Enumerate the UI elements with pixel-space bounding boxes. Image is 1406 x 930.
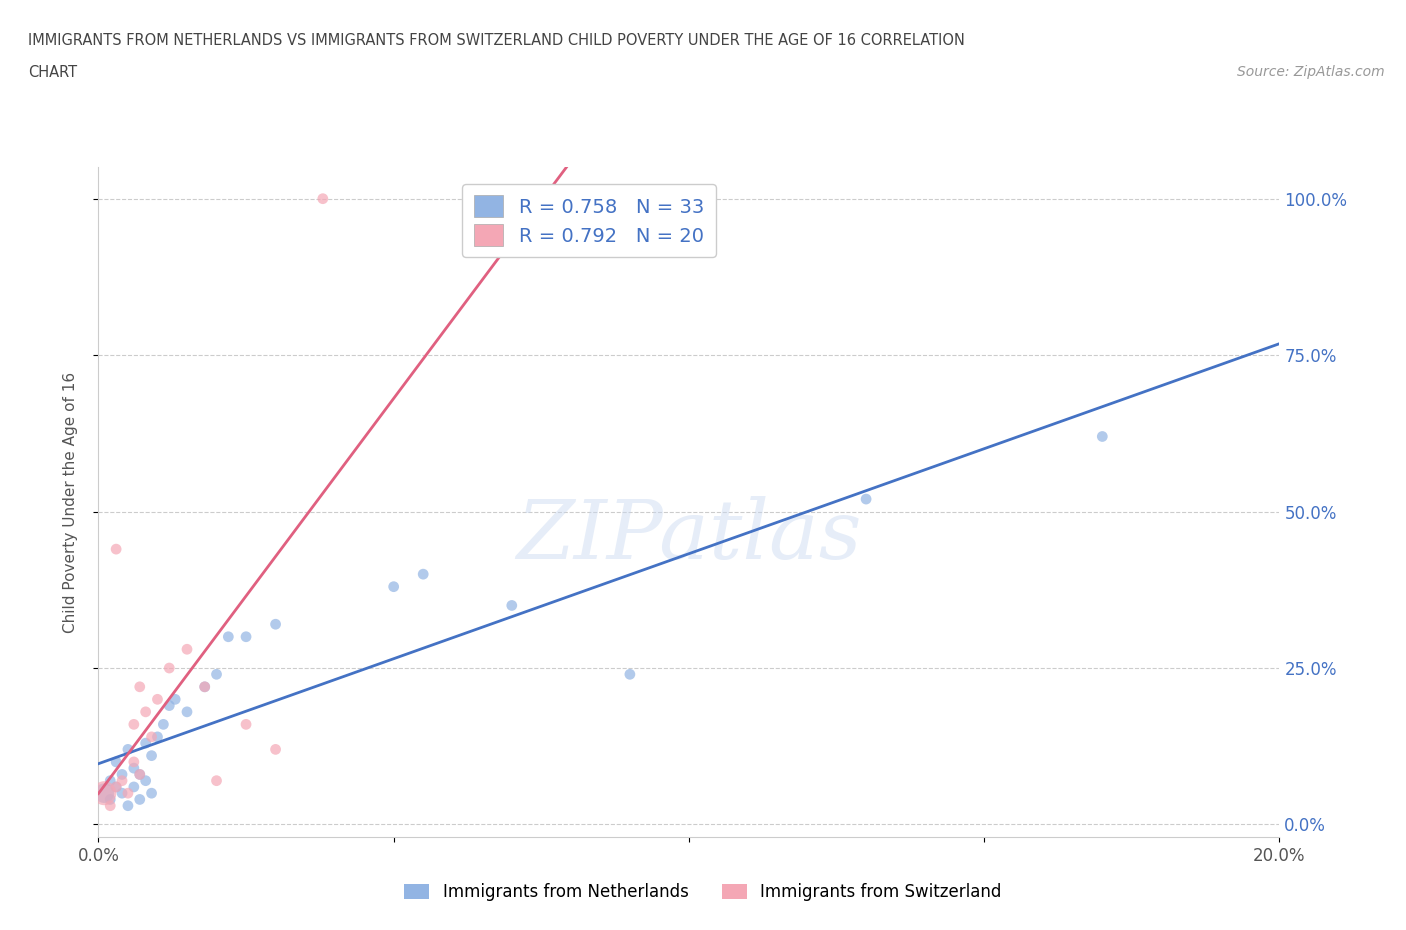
Point: [122, 779, 145, 794]
Point: [98, 773, 121, 788]
Point: [128, 680, 150, 695]
Point: [855, 492, 877, 507]
Point: [146, 729, 169, 744]
Point: [235, 630, 257, 644]
Point: [176, 704, 198, 719]
Point: [93, 786, 115, 801]
Point: [152, 717, 174, 732]
Y-axis label: Child Poverty Under the Age of 16: Child Poverty Under the Age of 16: [63, 372, 77, 632]
Point: [264, 617, 287, 631]
Point: [501, 598, 523, 613]
Point: [141, 729, 163, 744]
Text: Source: ZipAtlas.com: Source: ZipAtlas.com: [1237, 65, 1385, 79]
Point: [122, 754, 145, 769]
Legend: Immigrants from Netherlands, Immigrants from Switzerland: Immigrants from Netherlands, Immigrants …: [398, 876, 1008, 908]
Point: [111, 767, 134, 782]
Point: [412, 566, 434, 581]
Point: [157, 660, 180, 675]
Point: [135, 736, 157, 751]
Point: [205, 773, 228, 788]
Point: [135, 704, 157, 719]
Point: [117, 798, 139, 813]
Point: [264, 742, 287, 757]
Point: [93, 786, 115, 801]
Point: [382, 579, 405, 594]
Point: [122, 717, 145, 732]
Point: [111, 786, 134, 801]
Point: [217, 630, 239, 644]
Point: [619, 667, 641, 682]
Text: ZIPatlas: ZIPatlas: [516, 496, 862, 576]
Point: [128, 792, 150, 807]
Point: [235, 717, 257, 732]
Point: [194, 680, 217, 695]
Point: [165, 692, 187, 707]
Point: [157, 698, 180, 713]
Point: [141, 786, 163, 801]
Legend: R = 0.758   N = 33, R = 0.792   N = 20: R = 0.758 N = 33, R = 0.792 N = 20: [463, 184, 716, 258]
Point: [117, 786, 139, 801]
Point: [146, 692, 169, 707]
Point: [176, 642, 198, 657]
Text: IMMIGRANTS FROM NETHERLANDS VS IMMIGRANTS FROM SWITZERLAND CHILD POVERTY UNDER T: IMMIGRANTS FROM NETHERLANDS VS IMMIGRANT…: [28, 33, 965, 47]
Point: [111, 773, 134, 788]
Point: [128, 767, 150, 782]
Point: [105, 779, 128, 794]
Point: [1091, 429, 1114, 444]
Point: [122, 761, 145, 776]
Point: [194, 680, 217, 695]
Point: [205, 667, 228, 682]
Point: [105, 779, 128, 794]
Point: [135, 773, 157, 788]
Point: [312, 192, 335, 206]
Point: [98, 798, 121, 813]
Text: CHART: CHART: [28, 65, 77, 80]
Point: [105, 754, 128, 769]
Point: [141, 749, 163, 764]
Point: [117, 742, 139, 757]
Point: [128, 767, 150, 782]
Point: [98, 792, 121, 807]
Point: [105, 541, 128, 556]
